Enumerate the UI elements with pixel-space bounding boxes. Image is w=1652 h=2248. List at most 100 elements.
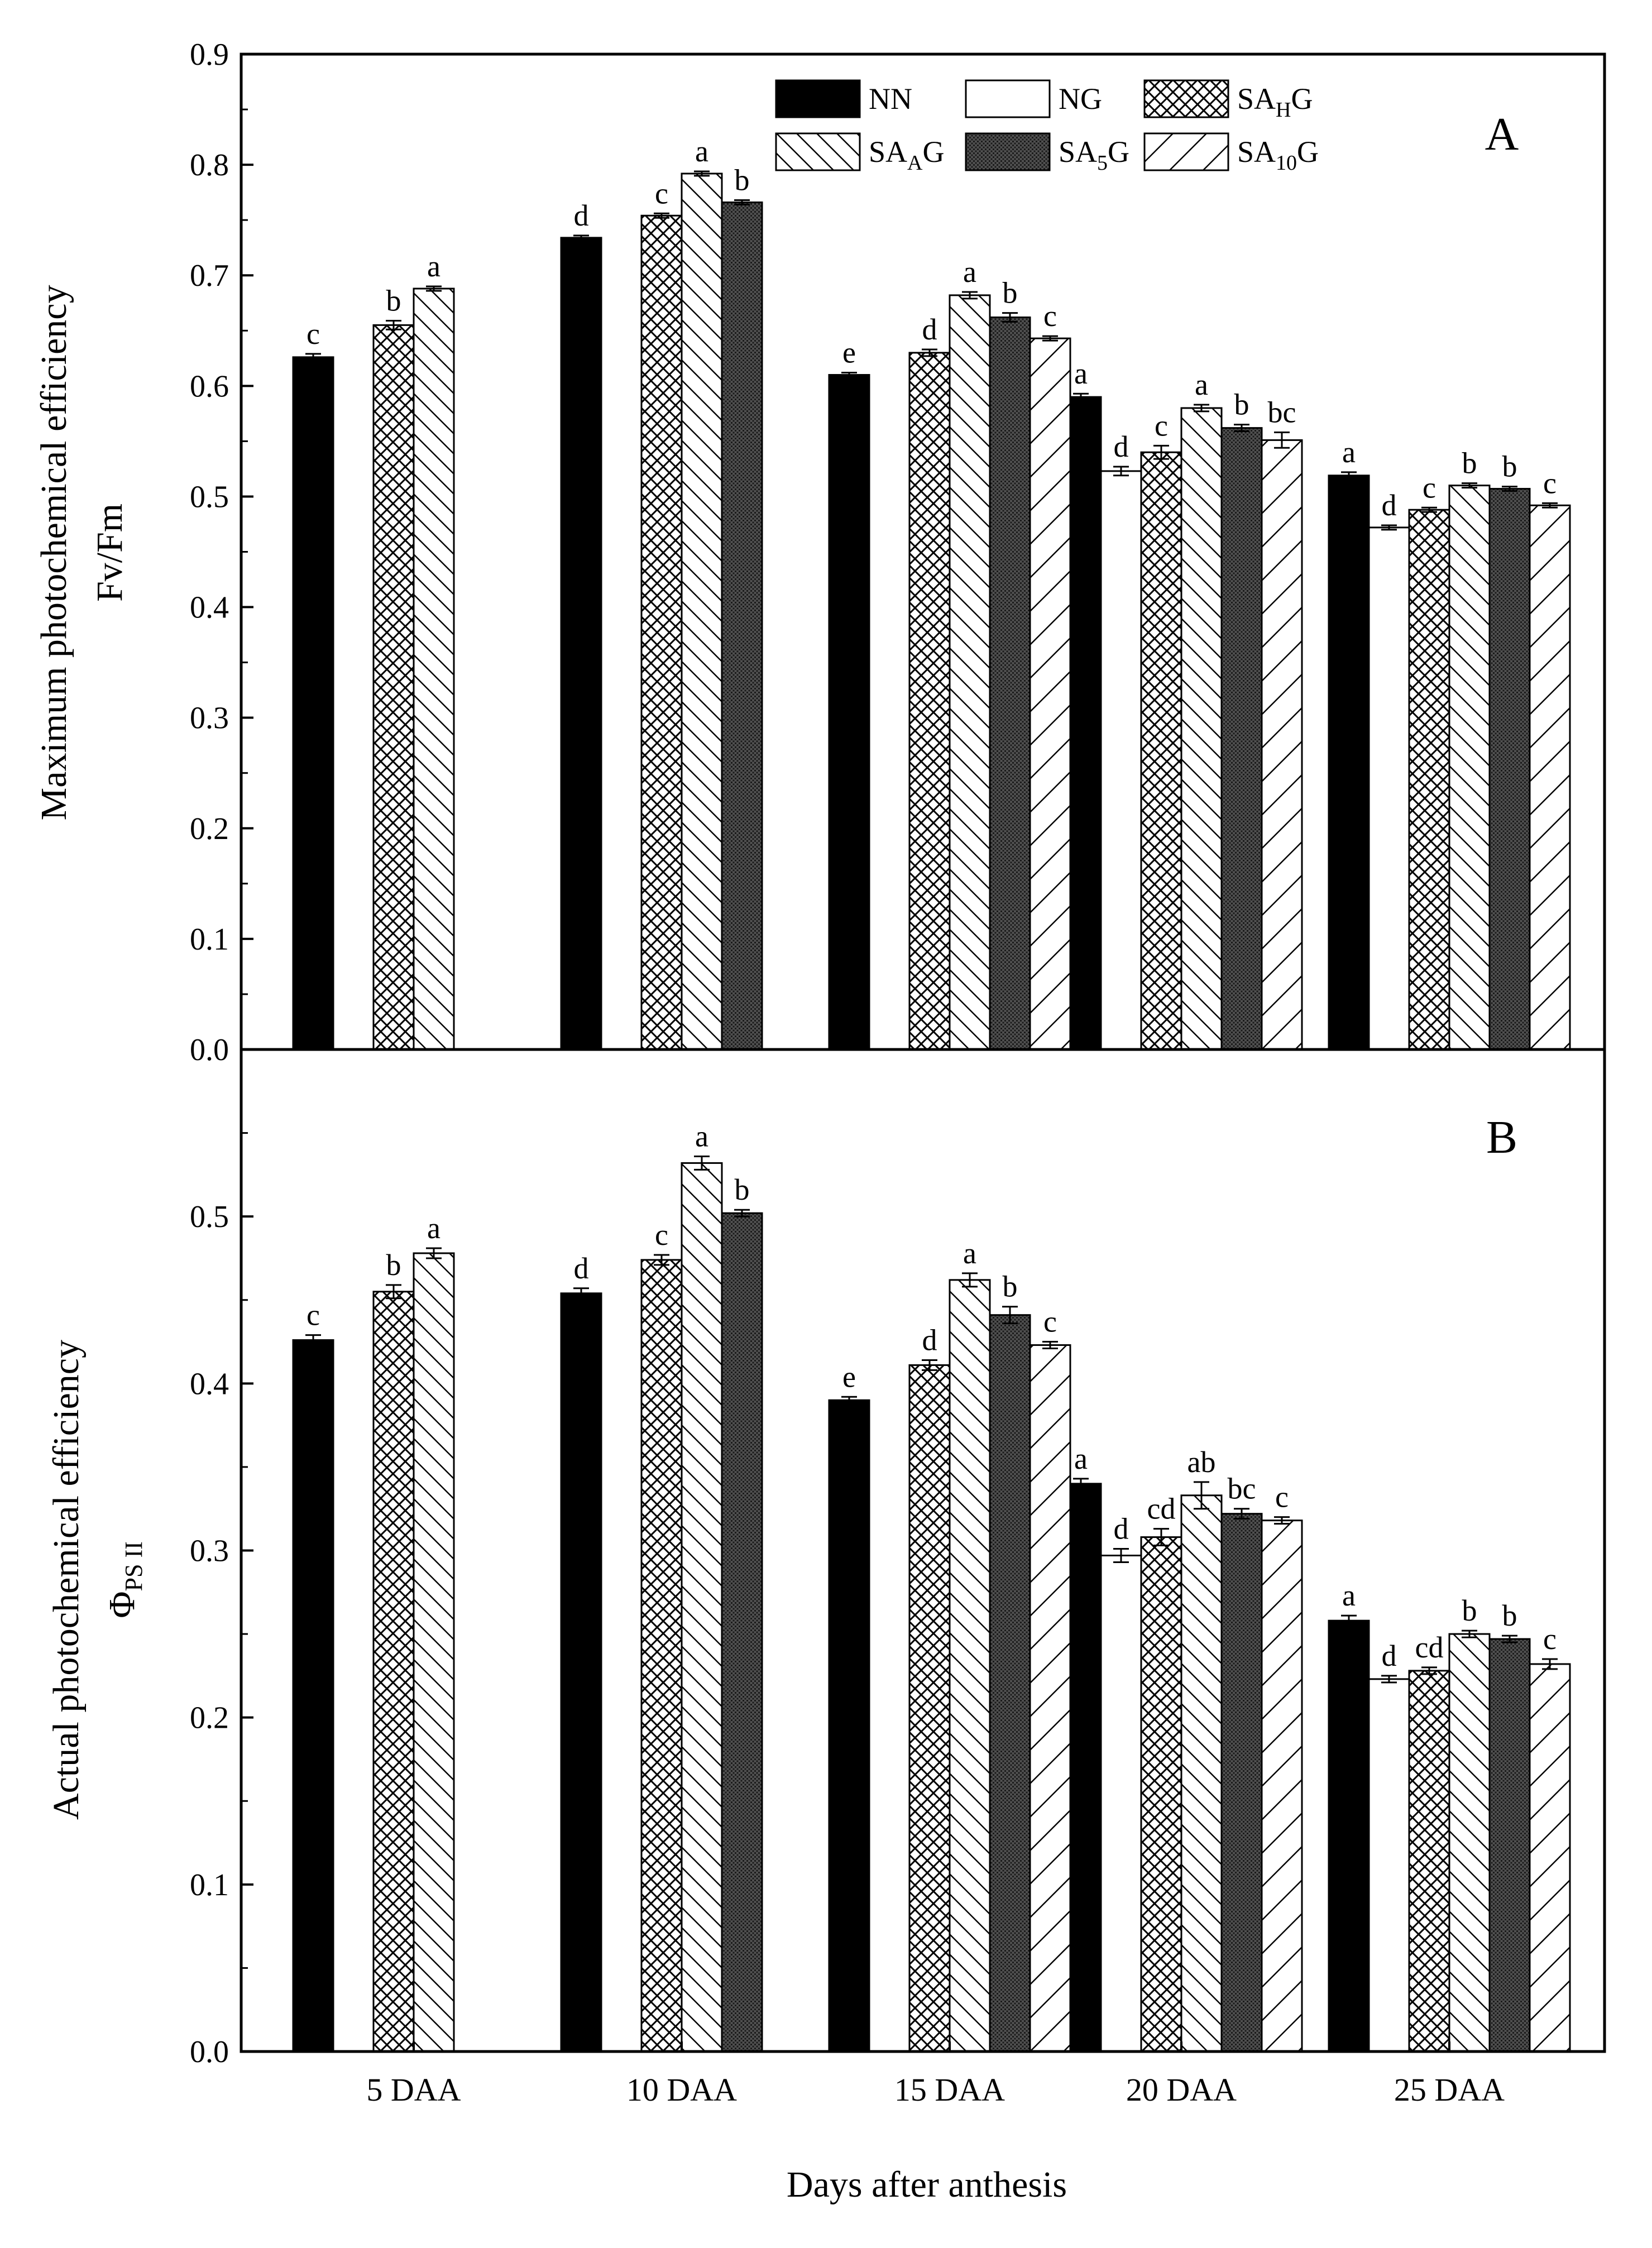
y-tick-label: 0.4 bbox=[190, 1367, 229, 1401]
bar-SA10G-25-DAA bbox=[1529, 1663, 1571, 2053]
y-tick-label: 0.3 bbox=[190, 1534, 229, 1569]
significance-label: c bbox=[1043, 299, 1057, 333]
legend-label-SA5G: SA5G bbox=[1059, 135, 1129, 175]
legend-label-SAAG: SAAG bbox=[869, 135, 944, 175]
significance-label: c bbox=[307, 1298, 320, 1332]
significance-label: c bbox=[655, 176, 668, 210]
significance-label: c bbox=[1543, 1622, 1557, 1656]
bar-NN-10-DAA bbox=[560, 1292, 602, 2053]
bar-SAHG-5-DAA bbox=[372, 1291, 415, 2053]
phi-subscript: PS II bbox=[120, 1541, 147, 1591]
bar-NG-20-DAA bbox=[1100, 470, 1142, 1051]
significance-label: d bbox=[1382, 1639, 1397, 1672]
significance-label: b bbox=[1003, 276, 1018, 310]
significance-label: c bbox=[1043, 1305, 1057, 1339]
y-tick-label: 0.6 bbox=[190, 369, 229, 404]
y-axis-title-b: Actual photochemical efficiency bbox=[46, 1340, 87, 1820]
bar-SAHG-10-DAA bbox=[640, 1259, 683, 2053]
bar-SA5G-25-DAA bbox=[1488, 488, 1531, 1051]
significance-label: c bbox=[1155, 409, 1168, 442]
significance-label: d bbox=[1114, 430, 1129, 463]
panel-letter-b: B bbox=[1486, 1111, 1517, 1163]
bar-SA10G-20-DAA bbox=[1261, 1520, 1303, 2053]
phi-symbol: Φ bbox=[102, 1592, 142, 1618]
bar-SAAG-25-DAA bbox=[1448, 1633, 1491, 2053]
axes-a: 0.0 0.1 0.2 0.3 0.4 0.5 0.6 0.7 0.8 0.9 bbox=[190, 37, 253, 1067]
y-axis-subtitle-a: Fv/Fm bbox=[89, 504, 130, 602]
bar-SAHG-15-DAA bbox=[908, 352, 951, 1051]
bar-SAAG-15-DAA bbox=[949, 1279, 991, 2053]
significance-label: a bbox=[963, 255, 976, 289]
significance-label: cd bbox=[1147, 1492, 1176, 1526]
bar-SAHG-25-DAA bbox=[1408, 509, 1450, 1051]
bar-NN-5-DAA bbox=[292, 1339, 334, 2053]
significance-label: b bbox=[1502, 450, 1517, 483]
axes-b: 0.0 0.1 0.2 0.3 0.4 0.5 5 DAA 10 DAA 15 DAA 20 DA… bbox=[190, 1132, 1505, 2108]
significance-label: d bbox=[574, 199, 589, 232]
y-tick-label: 0.5 bbox=[190, 480, 229, 514]
bar-NG-20-DAA bbox=[1100, 1554, 1142, 2053]
significance-label: b bbox=[1462, 1594, 1477, 1627]
bar-SAAG-5-DAA bbox=[413, 1252, 455, 2053]
significance-label: a bbox=[963, 1236, 976, 1270]
legend-swatch-SA10G bbox=[1143, 132, 1229, 171]
bar-SA10G-15-DAA bbox=[1029, 1344, 1071, 2053]
bar-SAHG-25-DAA bbox=[1408, 1670, 1450, 2053]
significance-label: b bbox=[735, 164, 750, 197]
y-tick-label: 0.2 bbox=[190, 1701, 229, 1736]
bar-SAAG-25-DAA bbox=[1448, 485, 1491, 1051]
significance-label: a bbox=[695, 135, 708, 168]
bar-SA5G-15-DAA bbox=[989, 1314, 1031, 2053]
legend: NN NG SAHG SAAG SA5G SA10G bbox=[775, 79, 1319, 175]
legend-swatch-SAHG bbox=[1143, 79, 1229, 118]
legend-swatch-SA5G bbox=[965, 132, 1051, 171]
x-tick-label: 10 DAA bbox=[626, 2072, 737, 2108]
legend-label-SAHG: SAHG bbox=[1237, 82, 1313, 122]
significance-label: b bbox=[386, 1248, 401, 1282]
y-tick-label: 0.9 bbox=[190, 37, 229, 72]
significance-label: b bbox=[1462, 447, 1477, 480]
y-tick-label: 0.8 bbox=[190, 148, 229, 183]
significance-label: a bbox=[1342, 1579, 1356, 1612]
significance-label: d bbox=[1114, 1512, 1129, 1546]
legend-swatch-SAAG bbox=[775, 132, 861, 171]
x-tick-label: 25 DAA bbox=[1394, 2072, 1505, 2108]
y-tick-label: 0.3 bbox=[190, 701, 229, 736]
significance-label: c bbox=[1543, 466, 1557, 500]
significance-label: a bbox=[427, 250, 440, 283]
bar-SA10G-15-DAA bbox=[1029, 337, 1071, 1051]
bar-NN-25-DAA bbox=[1328, 1619, 1370, 2053]
y-tick-label: 0.0 bbox=[190, 1033, 229, 1067]
bar-SAHG-15-DAA bbox=[908, 1364, 951, 2053]
bar-SAAG-20-DAA bbox=[1180, 1494, 1223, 2053]
bar-SA5G-20-DAA bbox=[1220, 427, 1263, 1051]
legend-label-NG: NG bbox=[1059, 82, 1102, 116]
significance-label: e bbox=[842, 336, 856, 370]
significance-label: d bbox=[574, 1252, 589, 1285]
bar-SA10G-25-DAA bbox=[1529, 504, 1571, 1051]
significance-label: b bbox=[1234, 388, 1249, 421]
legend-swatch-NG bbox=[965, 79, 1051, 118]
y-axis-subtitle-b: ΦPS II bbox=[102, 1541, 147, 1618]
bar-SAAG-20-DAA bbox=[1180, 407, 1223, 1051]
significance-label: d bbox=[1382, 488, 1397, 522]
bar-SA10G-20-DAA bbox=[1261, 439, 1303, 1051]
bar-NN-15-DAA bbox=[828, 1399, 870, 2053]
y-tick-label: 0.7 bbox=[190, 258, 229, 293]
plot-frame-b bbox=[240, 1048, 1606, 2053]
significance-label: d bbox=[922, 313, 937, 346]
panel-letter-a: A bbox=[1485, 108, 1519, 160]
y-tick-label: 0.1 bbox=[190, 1868, 229, 1902]
x-axis-title: Days after anthesis bbox=[787, 2164, 1067, 2205]
bar-SA5G-10-DAA bbox=[721, 1212, 763, 2053]
bar-NG-25-DAA bbox=[1368, 1678, 1410, 2053]
significance-label: c bbox=[1423, 471, 1436, 504]
y-tick-label: 0.2 bbox=[190, 812, 229, 846]
bar-SAHG-5-DAA bbox=[372, 324, 415, 1051]
significance-label: bc bbox=[1228, 1472, 1256, 1506]
y-tick-label: 0.4 bbox=[190, 591, 229, 625]
y-axis-title-a: Maximum photochemical efficiency bbox=[33, 285, 74, 820]
